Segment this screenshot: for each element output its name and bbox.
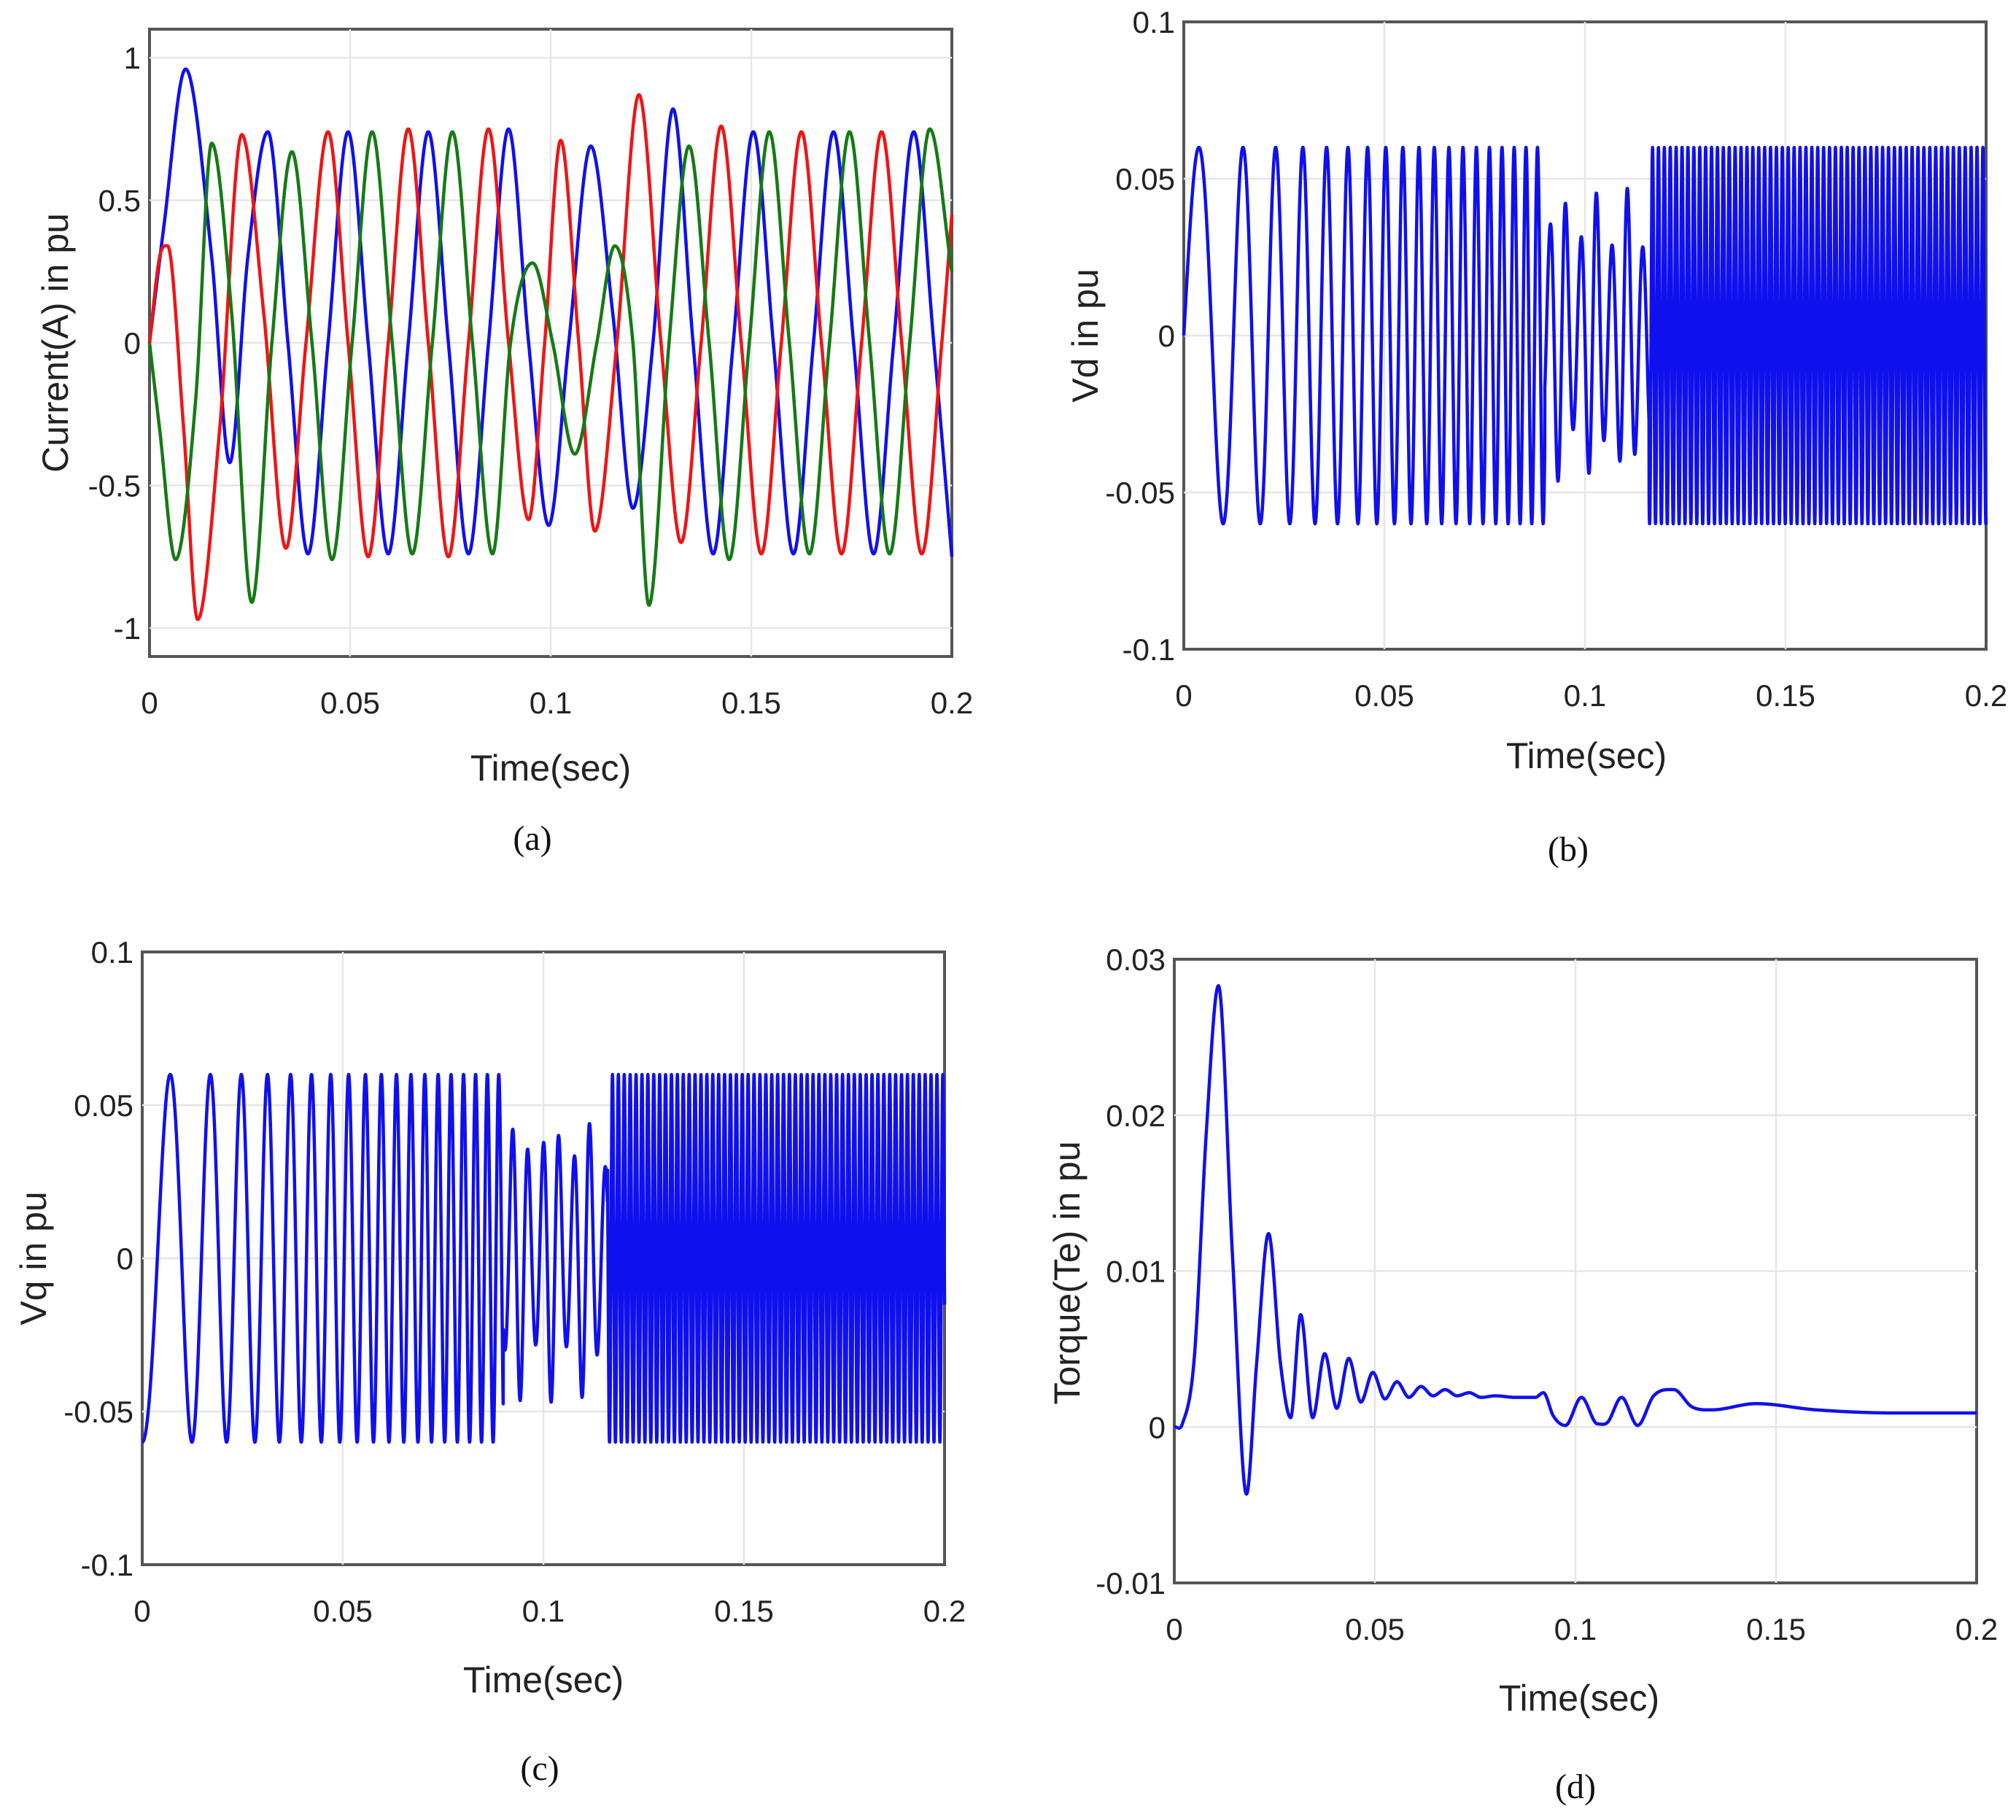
x-tick-label-c: 0	[133, 1594, 150, 1628]
x-tick-label-c: 0.2	[923, 1594, 966, 1628]
y-tick-label-a: -1	[114, 611, 141, 646]
y-tick-label-c: -0.1	[81, 1548, 133, 1582]
series-layer-c	[140, 1072, 947, 1444]
y-axis-label-a: Current(A) in pu	[35, 213, 76, 473]
y-tick-label-d: 0.03	[1106, 942, 1166, 977]
y-tick-label-b: -0.1	[1123, 632, 1175, 667]
y-tick-label-a: 1	[124, 41, 141, 75]
y-tick-label-c: 0.05	[74, 1088, 133, 1123]
x-axis-label-b: Time(sec)	[1506, 735, 1667, 776]
x-tick-label-a: 0.1	[530, 686, 572, 720]
panel-a: 0 0.05 0.1 0.15 0.2 -1 -0.5 0 0.5 1 Time(sec) Cur…	[35, 28, 974, 858]
series-line-c-Vq	[140, 1072, 947, 1444]
y-tick-label-d: -0.01	[1096, 1566, 1166, 1600]
x-axis-label-d: Time(sec)	[1499, 1678, 1659, 1719]
y-tick-label-b: 0.05	[1115, 162, 1175, 196]
x-tick-label-b: 0.1	[1564, 678, 1606, 713]
x-tick-label-b: 0.2	[1965, 678, 2007, 713]
caption-c: (c)	[520, 1749, 559, 1788]
x-tick-label-d: 0.05	[1345, 1612, 1405, 1646]
gridlines-d	[1174, 959, 1977, 1583]
y-axis-label-c: Vq in pu	[13, 1191, 54, 1325]
x-axis-label-a: Time(sec)	[470, 748, 631, 789]
y-tick-label-d: 0.02	[1106, 1099, 1166, 1133]
x-tick-label-a: 0.05	[320, 686, 380, 720]
x-tick-label-a: 0.2	[931, 686, 973, 720]
caption-d: (d)	[1555, 1767, 1596, 1806]
x-tick-label-d: 0	[1166, 1612, 1182, 1646]
x-tick-label-d: 0.15	[1746, 1612, 1806, 1646]
x-tick-label-c: 0.05	[313, 1594, 373, 1628]
x-tick-label-c: 0.1	[522, 1594, 565, 1628]
x-axis-label-c: Time(sec)	[463, 1660, 624, 1700]
x-tick-label-b: 0.05	[1354, 678, 1414, 713]
y-tick-label-b: -0.05	[1105, 476, 1175, 510]
panel-b: 0 0.05 0.1 0.15 0.2 -0.1 -0.05 0 0.05 0.1 Time(se…	[1065, 5, 2007, 869]
caption-a: (a)	[513, 819, 551, 858]
y-tick-label-d: 0	[1149, 1410, 1166, 1444]
y-tick-label-d: 0.01	[1106, 1255, 1166, 1289]
y-tick-label-c: -0.05	[63, 1395, 133, 1429]
x-tick-label-b: 0.15	[1756, 678, 1815, 713]
y-tick-label-b: 0	[1158, 319, 1175, 353]
x-tick-label-d: 0.2	[1955, 1612, 1998, 1646]
ticks-a: 0 0.05 0.1 0.15 0.2 -1 -0.5 0 0.5 1	[88, 41, 974, 720]
x-tick-label-b: 0	[1175, 678, 1192, 713]
y-tick-label-a: 0.5	[98, 184, 141, 218]
y-axis-label-b: Vd in pu	[1065, 268, 1106, 402]
y-tick-label-a: 0	[124, 326, 141, 360]
series-layer-d	[1173, 984, 1978, 1496]
ticks-b: 0 0.05 0.1 0.15 0.2 -0.1 -0.05 0 0.05 0.1	[1105, 5, 2007, 713]
y-tick-label-c: 0	[117, 1242, 133, 1276]
x-tick-label-c: 0.15	[714, 1594, 774, 1628]
series-line-b-Vd	[1182, 145, 1988, 526]
series-layer-a	[147, 67, 954, 621]
y-tick-label-b: 0.1	[1133, 5, 1175, 39]
x-tick-label-a: 0	[141, 686, 158, 720]
caption-b: (b)	[1548, 830, 1589, 869]
series-line-a-phase-b	[147, 93, 954, 621]
y-tick-label-a: -0.5	[88, 468, 141, 503]
x-tick-label-a: 0.15	[721, 686, 781, 720]
y-tick-label-c: 0.1	[91, 935, 133, 969]
ticks-c: 0 0.05 0.1 0.15 0.2 -0.1 -0.05 0 0.05 0.1	[63, 935, 966, 1628]
series-layer-b	[1182, 145, 1988, 526]
x-tick-label-d: 0.1	[1554, 1612, 1597, 1646]
series-line-d-Te	[1173, 984, 1978, 1496]
y-axis-label-d: Torque(Te) in pu	[1047, 1141, 1088, 1404]
series-line-a-phase-c	[147, 127, 954, 607]
panel-c: 0 0.05 0.1 0.15 0.2 -0.1 -0.05 0 0.05 0.1 Time(se…	[13, 935, 966, 1788]
